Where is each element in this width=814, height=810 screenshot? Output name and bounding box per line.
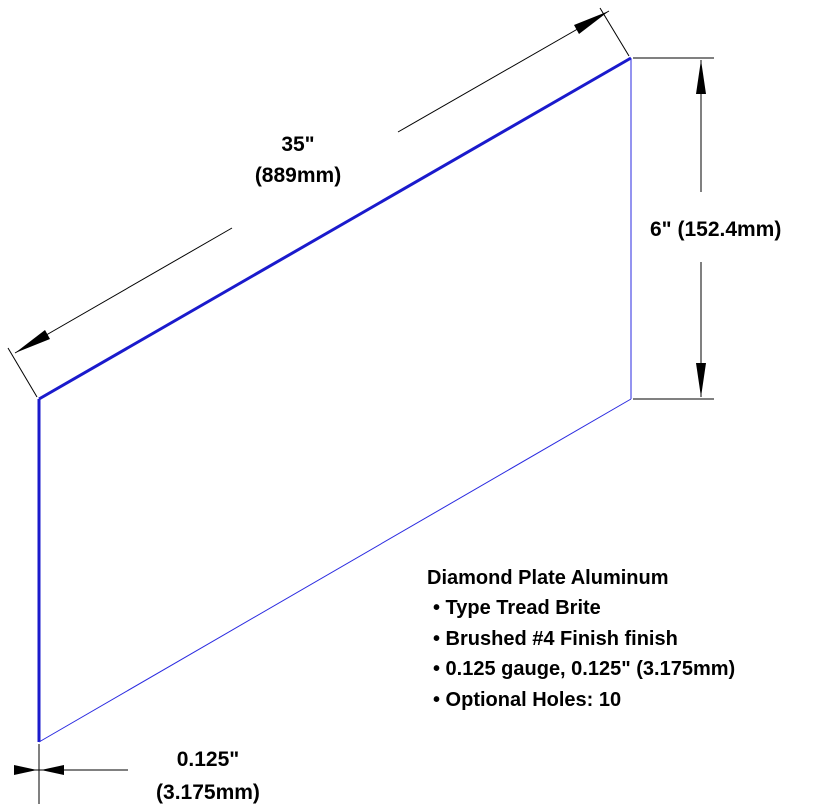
length-dimension: 35" (889mm): [7, 7, 630, 398]
thickness-arrow-right: [41, 765, 64, 775]
spec-title: Diamond Plate Aluminum: [427, 567, 669, 589]
length-label-inches: 35": [281, 133, 314, 156]
spec-item-finish: • Brushed #4 Finish finish: [433, 628, 678, 650]
spec-item-gauge: • 0.125 gauge, 0.125" (3.175mm): [433, 658, 735, 680]
spec-item-type: • Type Tread Brite: [433, 597, 601, 619]
height-arrow-bottom: [696, 363, 706, 397]
plate-outline: [37, 56, 632, 743]
thickness-label-inches: 0.125": [177, 748, 240, 771]
length-label-mm: (889mm): [255, 164, 341, 187]
length-extension-left: [7, 347, 38, 398]
plate-bottom-edge: [38, 398, 632, 743]
height-label: 6" (152.4mm): [650, 218, 781, 241]
spec-item-holes: • Optional Holes: 10: [433, 689, 621, 711]
length-dim-line-lower: [14, 227, 233, 354]
length-extension-right: [599, 7, 630, 57]
thickness-arrow-left: [14, 765, 37, 775]
height-arrow-top: [696, 60, 706, 94]
spec-notes: Diamond Plate Aluminum • Type Tread Brit…: [427, 567, 735, 711]
length-arrow-left: [15, 330, 50, 353]
height-dimension: 6" (152.4mm): [633, 57, 781, 400]
length-dim-line-upper: [397, 10, 610, 133]
length-arrow-right: [574, 11, 609, 34]
thickness-label-mm: (3.175mm): [156, 781, 260, 804]
plate-top-edge: [38, 56, 632, 401]
thickness-dimension: 0.125" (3.175mm): [14, 744, 260, 804]
